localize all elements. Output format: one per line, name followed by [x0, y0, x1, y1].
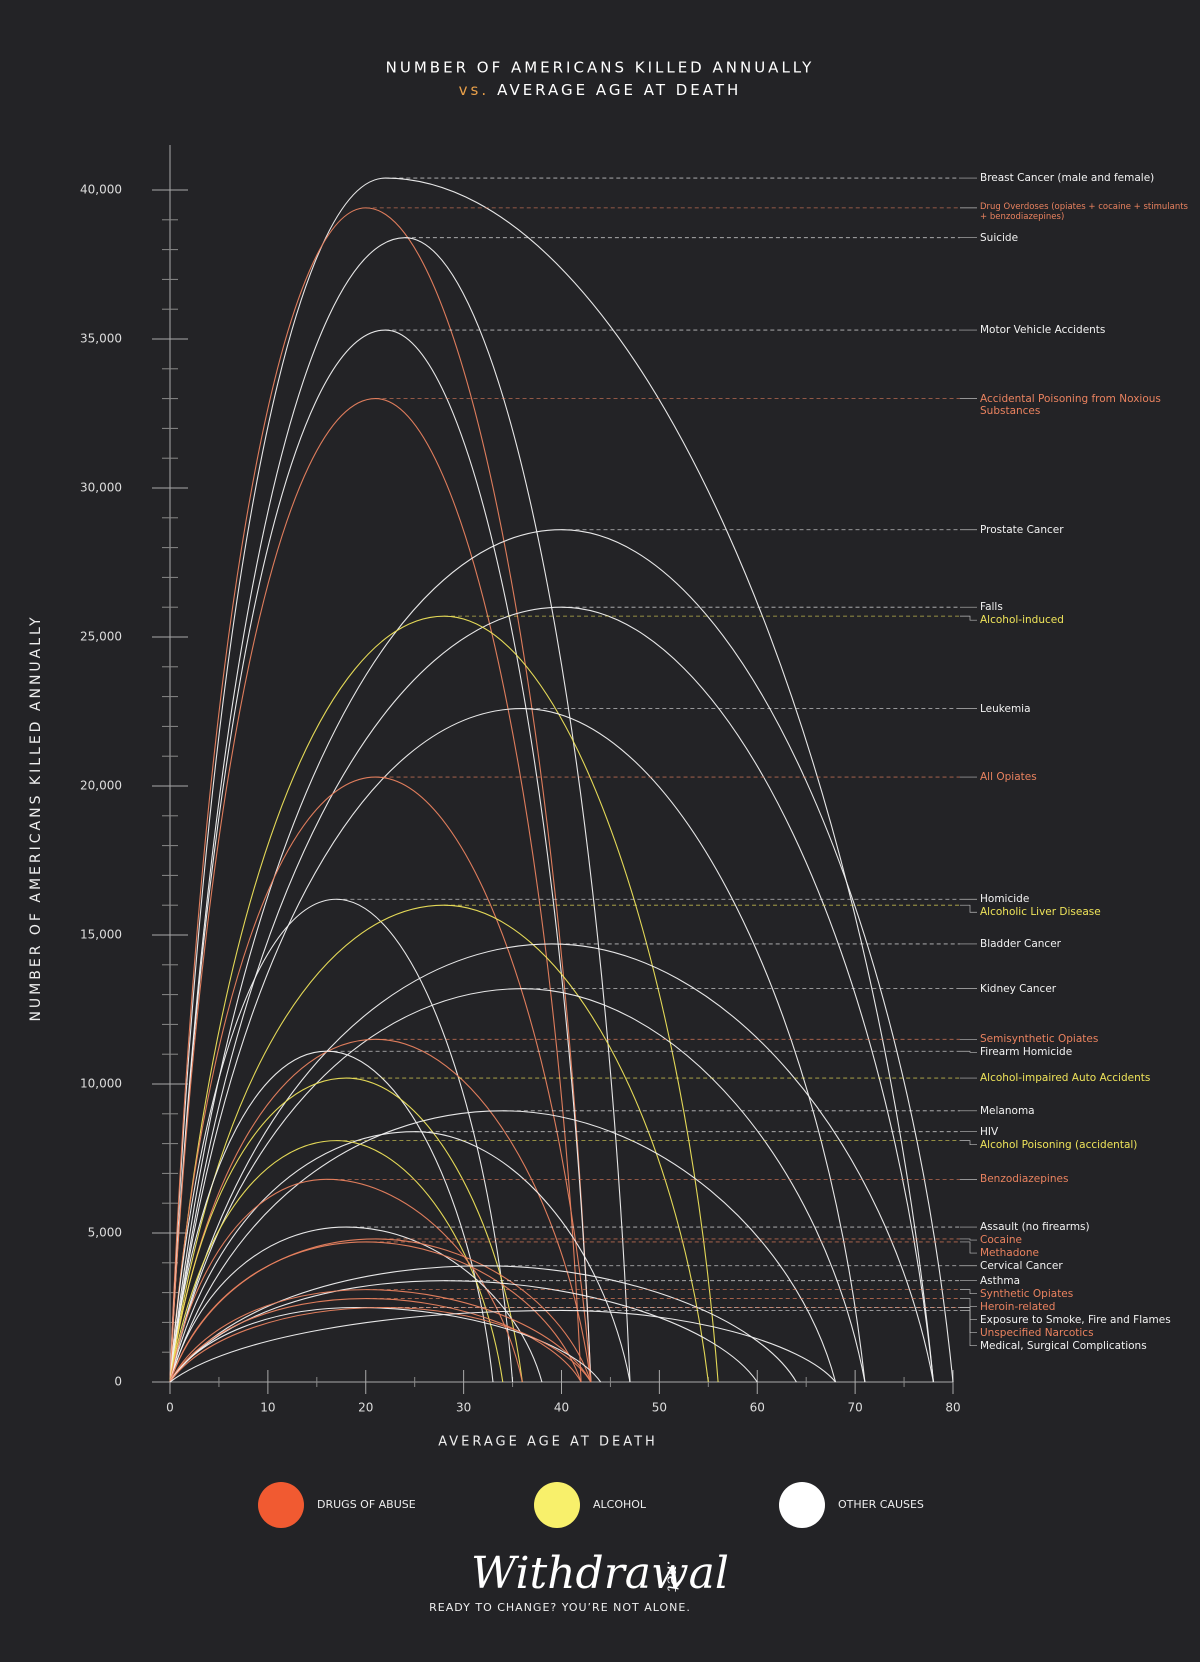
series-label: Prostate Cancer: [980, 523, 1064, 536]
legend-label: OTHER CAUSES: [838, 1498, 924, 1511]
chart-subtitle: vs. AVERAGE AGE AT DEATH: [459, 81, 742, 99]
series-label: Alcohol-induced: [980, 614, 1064, 627]
x-tick-label: 0: [166, 1401, 174, 1415]
x-tick-label: 60: [750, 1401, 765, 1415]
y-tick-label: 20,000: [80, 779, 122, 793]
brand-suffix: .net: [664, 1560, 683, 1592]
series-label: Drug Overdoses (opiates + cocaine + stim…: [980, 201, 1188, 222]
series-label: Falls: [980, 601, 1003, 614]
legend-swatch: [258, 1482, 304, 1528]
death-curve: [169, 1050, 494, 1383]
series-label: Accidental Poisoning from Noxious Substa…: [980, 392, 1161, 417]
series-label: Cervical Cancer: [980, 1260, 1063, 1273]
leader-bend: [960, 1050, 977, 1053]
x-axis-label: AVERAGE AGE AT DEATH: [438, 1435, 658, 1450]
x-tick-label: 70: [847, 1401, 862, 1415]
series-label: Breast Cancer (male and female): [980, 172, 1155, 185]
series-label: Methadone: [980, 1247, 1039, 1260]
x-tick-label: 80: [945, 1401, 960, 1415]
y-tick-label: 0: [114, 1375, 122, 1389]
tagline: READY TO CHANGE? YOU’RE NOT ALONE.: [429, 1601, 691, 1614]
leader-bend: [960, 904, 977, 913]
death-curve: [169, 606, 934, 1383]
death-curve: [169, 398, 582, 1383]
death-curve: [169, 1306, 602, 1383]
legend-swatch: [779, 1482, 825, 1528]
series-label: Medical, Surgical Complications: [980, 1339, 1147, 1352]
x-tick-label: 20: [358, 1401, 373, 1415]
death-curve: [169, 1280, 758, 1383]
leader-bend: [960, 1307, 977, 1334]
leader-bend: [960, 1307, 977, 1321]
legend-label: DRUGS OF ABUSE: [317, 1498, 416, 1511]
series-label: Asthma: [980, 1274, 1021, 1287]
series-label: Heroin-related: [980, 1300, 1056, 1313]
series-label: Leukemia: [980, 702, 1031, 715]
death-curve: [169, 776, 592, 1383]
leader-bend: [960, 1289, 977, 1295]
series-label: Suicide: [980, 231, 1019, 244]
y-tick-label: 15,000: [80, 928, 122, 942]
x-tick-label: 10: [260, 1401, 275, 1415]
legend-swatch: [534, 1482, 580, 1528]
y-axis-label: NUMBER OF AMERICANS KILLED ANNUALLY: [28, 614, 44, 1021]
brand-name: Withdrawal: [471, 1548, 729, 1599]
death-curve: [169, 329, 592, 1383]
chart-title: NUMBER OF AMERICANS KILLED ANNUALLY: [386, 59, 815, 77]
leader-bend: [960, 615, 977, 621]
death-curve: [169, 207, 592, 1383]
series-label: Alcoholic Liver Disease: [980, 906, 1101, 919]
series-label: Unspecified Narcotics: [980, 1326, 1094, 1339]
y-tick-label: 40,000: [80, 183, 122, 197]
series-label: Motor Vehicle Accidents: [980, 324, 1106, 337]
death-curve: [169, 1131, 631, 1383]
series-label: Kidney Cancer: [980, 982, 1057, 995]
x-tick-label: 40: [554, 1401, 569, 1415]
series-label: Cocaine: [980, 1234, 1022, 1247]
series-label: Alcohol Poisoning (accidental): [980, 1138, 1138, 1151]
series-label: Benzodiazepines: [980, 1173, 1069, 1186]
y-tick-label: 10,000: [80, 1077, 122, 1091]
series-label: Assault (no firearms): [980, 1221, 1090, 1234]
subtitle-text: AVERAGE AGE AT DEATH: [497, 81, 741, 99]
leader-bend: [960, 1310, 977, 1347]
series-label: Synthetic Opiates: [980, 1287, 1074, 1300]
leader-bend: [960, 1241, 977, 1254]
y-tick-label: 25,000: [80, 630, 122, 644]
leader-bend: [960, 1140, 977, 1146]
y-tick-label: 5,000: [88, 1226, 122, 1240]
series-label: Melanoma: [980, 1104, 1035, 1117]
x-tick-label: 30: [456, 1401, 471, 1415]
series-label: Exposure to Smoke, Fire and Flames: [980, 1313, 1171, 1326]
death-curve: [169, 988, 866, 1383]
legend-label: ALCOHOL: [593, 1498, 647, 1511]
leader-bend: [960, 1238, 977, 1241]
series-label: Alcohol-impaired Auto Accidents: [980, 1072, 1151, 1085]
death-curve: [169, 1309, 836, 1383]
y-tick-label: 30,000: [80, 481, 122, 495]
series-label: Bladder Cancer: [980, 937, 1061, 950]
brand-word: Withdrawal: [471, 1548, 729, 1599]
series-label: Firearm Homicide: [980, 1046, 1073, 1059]
death-curve: [169, 177, 934, 1383]
death-curve: [169, 1226, 543, 1383]
x-tick-label: 50: [652, 1401, 667, 1415]
series-label: All Opiates: [980, 771, 1037, 784]
series-label: Semisynthetic Opiates: [980, 1033, 1099, 1046]
title-vs: vs.: [459, 81, 489, 99]
series-label: HIV: [980, 1125, 999, 1138]
y-tick-label: 35,000: [80, 332, 122, 346]
series-label: Homicide: [980, 893, 1030, 906]
leader-bend: [960, 1298, 977, 1308]
